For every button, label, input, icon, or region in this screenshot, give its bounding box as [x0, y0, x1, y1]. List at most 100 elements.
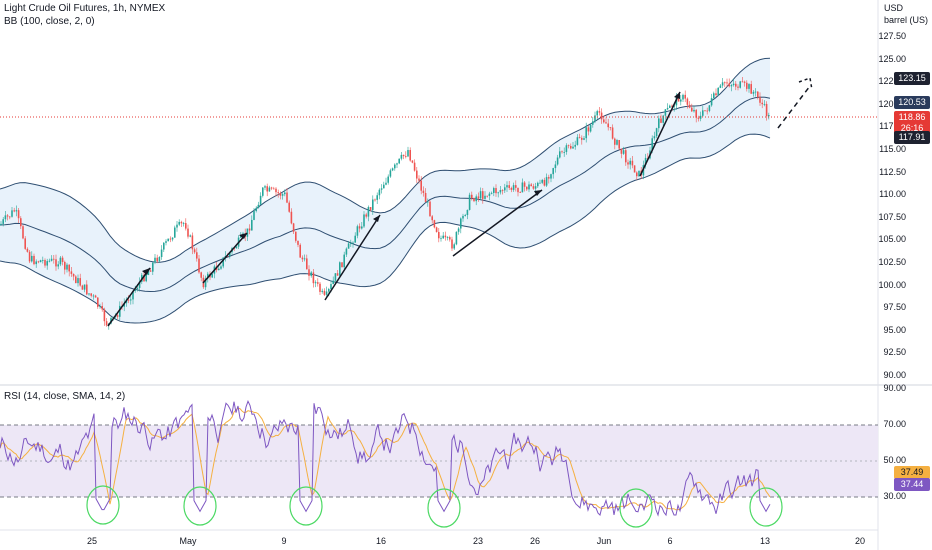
- candle-body: [530, 184, 532, 187]
- candle-body: [259, 195, 262, 205]
- candle-body: [429, 201, 431, 217]
- candle-body: [488, 193, 491, 196]
- rsi-tick-label: 70.00: [883, 419, 906, 429]
- bar-countdown: 26:16: [900, 123, 924, 133]
- price-tick-label: 100.00: [878, 279, 906, 290]
- candle-body: [618, 140, 620, 149]
- candle-body: [81, 285, 84, 290]
- candle-body: [182, 223, 185, 224]
- bb-lower-badge: 117.91: [894, 131, 930, 144]
- candle-body: [235, 246, 238, 249]
- candle-body: [402, 154, 405, 157]
- candle-body: [578, 137, 581, 139]
- price-tick-label: 105.00: [878, 234, 906, 245]
- projection-arrow: [777, 85, 811, 129]
- candle-body: [431, 216, 433, 221]
- candle-body: [336, 273, 339, 276]
- candle-body: [484, 195, 486, 199]
- candle-body: [616, 140, 618, 145]
- candle-body: [614, 138, 616, 145]
- candle-body: [407, 150, 409, 157]
- candle-body: [765, 103, 768, 117]
- candle-body: [281, 194, 284, 196]
- candle-body: [330, 284, 332, 290]
- candle-body: [620, 148, 623, 154]
- candle-body: [471, 194, 473, 199]
- candle-body: [739, 81, 741, 88]
- candle-body: [611, 127, 614, 139]
- candle-body: [176, 224, 178, 228]
- candle-body: [603, 119, 605, 123]
- candle-body: [732, 83, 735, 86]
- candle-body: [88, 293, 90, 295]
- time-tick-label: 16: [375, 536, 387, 546]
- candle-body: [446, 237, 449, 238]
- candle-body: [543, 179, 546, 186]
- candle-body: [160, 249, 163, 258]
- candle-body: [42, 259, 44, 261]
- highlight-circle: [619, 488, 653, 528]
- candle-body: [737, 86, 739, 88]
- candle-body: [497, 192, 499, 194]
- candle-body: [754, 91, 757, 93]
- candle-body: [127, 299, 130, 301]
- candle-body: [163, 242, 165, 250]
- candle-body: [94, 295, 97, 298]
- candle-body: [28, 251, 31, 262]
- candle-body: [24, 238, 26, 249]
- candle-body: [541, 179, 543, 183]
- candle-body: [72, 273, 75, 277]
- candle-body: [752, 91, 755, 94]
- candle-body: [585, 127, 587, 139]
- candle-body: [534, 186, 537, 189]
- candle-body: [508, 185, 510, 188]
- candle-body: [422, 190, 425, 193]
- trend-arrow: [452, 189, 543, 257]
- candle-body: [622, 150, 625, 154]
- candle-body: [13, 210, 15, 212]
- candle-body: [416, 170, 418, 179]
- candle-body: [314, 282, 317, 284]
- candle-body: [55, 259, 57, 267]
- candle-body: [39, 260, 42, 263]
- candle-body: [31, 255, 33, 262]
- candle-body: [262, 187, 264, 196]
- candle-body: [761, 102, 763, 105]
- candle-body: [440, 238, 442, 240]
- candle-body: [323, 290, 326, 295]
- candle-body: [92, 295, 95, 297]
- currency-label[interactable]: USD: [884, 3, 904, 13]
- unit-label[interactable]: barrel (US): [884, 15, 929, 25]
- candle-body: [565, 145, 568, 152]
- candle-body: [757, 91, 759, 98]
- candle-body: [83, 284, 86, 290]
- candle-body: [15, 210, 18, 212]
- bb-indicator-legend[interactable]: BB (100, close, 2, 0): [4, 16, 95, 27]
- candle-body: [394, 164, 396, 169]
- candle-body: [552, 168, 554, 175]
- candle-body: [389, 170, 392, 177]
- candle-body: [545, 177, 548, 186]
- candle-body: [528, 184, 530, 190]
- candle-body: [576, 137, 579, 145]
- symbol-legend[interactable]: Light Crude Oil Futures, 1h, NYMEX: [4, 3, 166, 14]
- candle-body: [299, 244, 301, 258]
- time-tick-label: 6: [667, 536, 673, 546]
- candle-body: [748, 84, 750, 89]
- candle-body: [97, 297, 99, 307]
- candle-body: [46, 261, 48, 266]
- candle-body: [169, 238, 172, 240]
- candle-body: [295, 231, 297, 241]
- time-tick-label: 26: [529, 536, 541, 546]
- candle-body: [427, 201, 429, 203]
- candle-body: [347, 243, 350, 249]
- candle-body: [229, 252, 231, 257]
- candle-body: [662, 115, 664, 123]
- candle-body: [312, 272, 315, 284]
- candle-body: [308, 269, 310, 276]
- candle-body: [457, 228, 460, 232]
- candle-body: [660, 118, 662, 123]
- rsi-indicator-legend[interactable]: RSI (14, close, SMA, 14, 2): [4, 391, 126, 402]
- candle-body: [391, 168, 394, 171]
